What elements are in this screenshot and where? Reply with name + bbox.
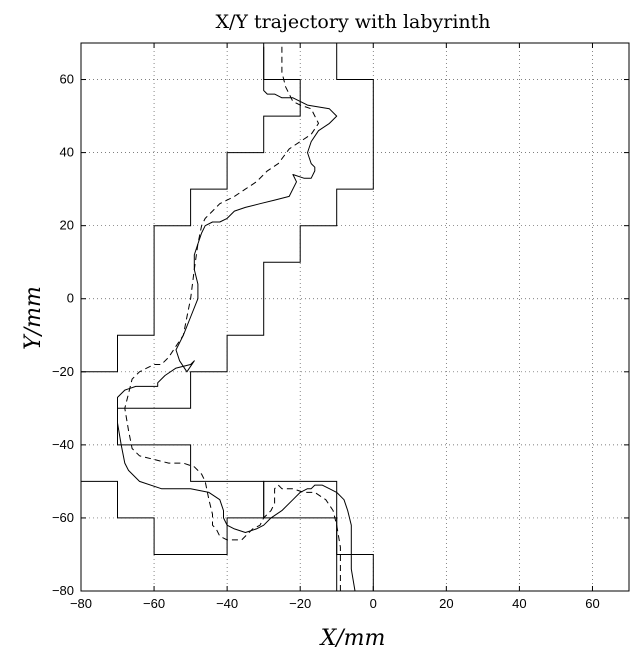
labyrinth-wall-right [117,43,374,591]
x-tick-label: −20 [289,596,311,611]
trajectory-line-dashed [124,46,341,591]
x-tick-label: 60 [585,596,599,611]
y-tick-label: 0 [67,291,74,306]
x-tick-label: −80 [70,596,92,611]
y-tick-label: −80 [52,583,74,598]
ticks [80,43,629,592]
labyrinth-wall-left [80,43,338,591]
x-tick-label: 40 [512,596,526,611]
x-tick-label: 0 [370,596,377,611]
trajectory-line-solid [117,46,356,592]
plot-frame [80,42,630,592]
y-axis-label: Y/mm [21,286,46,350]
grid [81,43,629,591]
y-tick-label: 20 [60,218,74,233]
x-tick-label: −60 [143,596,165,611]
y-tick-label: −60 [52,510,74,525]
tick-labels: −80 −60 −40 −20 0 20 40 60 −80 −60 −40 −20 0 20 40 60 [52,72,600,611]
y-tick-label: −20 [52,364,74,379]
y-tick-label: 40 [60,145,74,160]
y-tick-label: −40 [52,437,74,452]
chart-title: X/Y trajectory with labyrinth [215,11,490,33]
labyrinth-walls [80,43,374,591]
y-tick-label: 60 [60,72,74,87]
x-tick-label: 20 [439,596,453,611]
x-tick-label: −40 [216,596,238,611]
trajectory-series [117,46,356,592]
x-axis-label: X/mm [319,626,386,651]
